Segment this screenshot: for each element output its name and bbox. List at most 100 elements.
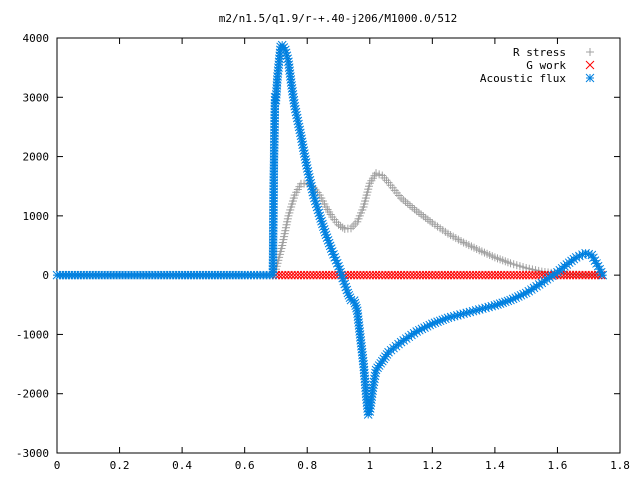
- data-point: [315, 270, 325, 280]
- data-point: [528, 270, 537, 280]
- data-point: [412, 270, 422, 280]
- data-point: [402, 270, 412, 280]
- x-tick-label: 1.6: [548, 459, 568, 472]
- data-point: [468, 270, 478, 280]
- data-point: [531, 270, 540, 280]
- data-point: [409, 270, 418, 280]
- data-point: [299, 270, 309, 280]
- data-point: [437, 270, 447, 280]
- data-point: [277, 270, 287, 280]
- data-point: [499, 270, 509, 280]
- data-point: [456, 270, 465, 280]
- data-point: [431, 270, 440, 280]
- data-point: [296, 270, 306, 280]
- x-tick-label: 1: [366, 459, 373, 472]
- data-point: [293, 270, 303, 280]
- data-point: [408, 203, 417, 212]
- data-point: [359, 270, 368, 280]
- data-point: [338, 223, 347, 232]
- data-point: [503, 270, 512, 280]
- data-point: [449, 270, 459, 280]
- x-tick-label: 0.6: [235, 459, 255, 472]
- x-tick-label: 1.4: [485, 459, 505, 472]
- data-point: [515, 270, 525, 280]
- data-point: [365, 270, 375, 280]
- data-point: [346, 270, 356, 280]
- data-point: [405, 201, 414, 210]
- data-point: [512, 270, 522, 280]
- x-tick-label: 0: [54, 459, 61, 472]
- data-point: [327, 270, 337, 280]
- data-point: [419, 212, 428, 221]
- data-point: [390, 270, 400, 280]
- data-point: [418, 270, 428, 280]
- axes: 0 0.2 0.4 0.6 0.8 1 1.2 1.4 1.6 1.8 -3000 -2000 -100…: [16, 32, 630, 472]
- data-point: [571, 270, 581, 280]
- data-point: [565, 270, 575, 280]
- data-point: [506, 270, 515, 280]
- y-tick-label: -3000: [16, 447, 49, 460]
- data-point: [399, 270, 409, 280]
- data-point: [414, 208, 423, 217]
- data-point: [415, 270, 425, 280]
- data-point: [484, 270, 493, 280]
- data-point: [371, 270, 381, 280]
- data-point: [280, 270, 290, 280]
- legend-marker: [586, 48, 594, 56]
- data-point: [423, 215, 432, 224]
- data-point: [481, 270, 490, 280]
- data-point: [427, 270, 437, 280]
- data-point: [349, 270, 359, 280]
- data-point: [377, 270, 387, 280]
- legend-marker: [585, 73, 595, 83]
- data-point: [584, 270, 594, 280]
- data-point: [571, 253, 581, 262]
- data-point: [312, 270, 321, 280]
- data-point: [399, 195, 408, 204]
- data-point: [324, 270, 334, 280]
- plot-frame: [56, 37, 621, 454]
- legend-label: R stress: [513, 46, 566, 59]
- data-point: [290, 270, 300, 280]
- y-tick-label: 2000: [23, 151, 50, 164]
- data-point: [403, 199, 412, 208]
- data-point: [424, 270, 434, 280]
- data-point: [426, 217, 435, 226]
- data-point: [443, 270, 453, 280]
- x-tick-label: 0.2: [110, 459, 130, 472]
- data-point: [284, 270, 293, 280]
- data-point: [524, 270, 534, 280]
- data-point: [396, 270, 406, 280]
- data-point: [587, 270, 597, 280]
- data-point: [465, 270, 475, 280]
- data-point: [568, 270, 578, 280]
- data-point: [401, 197, 410, 206]
- data-point: [453, 270, 462, 280]
- x-tick-label: 1.2: [422, 459, 442, 472]
- data-point: [410, 205, 419, 214]
- data-point: [287, 270, 296, 280]
- data-point: [434, 270, 443, 280]
- data-point: [412, 207, 421, 216]
- data-point: [368, 270, 378, 280]
- data-point: [356, 270, 365, 280]
- data-point: [321, 270, 331, 280]
- data-point: [598, 270, 608, 280]
- data-point: [509, 270, 519, 280]
- data-point: [574, 270, 584, 280]
- data-point: [352, 270, 362, 280]
- data-point: [496, 270, 506, 280]
- data-point: [334, 220, 343, 229]
- series-r-stress: [53, 169, 606, 280]
- data-point: [387, 270, 397, 280]
- data-point: [336, 222, 345, 231]
- data-point: [351, 219, 360, 228]
- data-point: [462, 270, 472, 280]
- series-g-work: [271, 270, 606, 280]
- data-point: [581, 270, 590, 280]
- data-point: [406, 270, 415, 280]
- y-tick-label: -2000: [16, 388, 49, 401]
- data-point: [440, 270, 450, 280]
- data-point: [417, 210, 426, 219]
